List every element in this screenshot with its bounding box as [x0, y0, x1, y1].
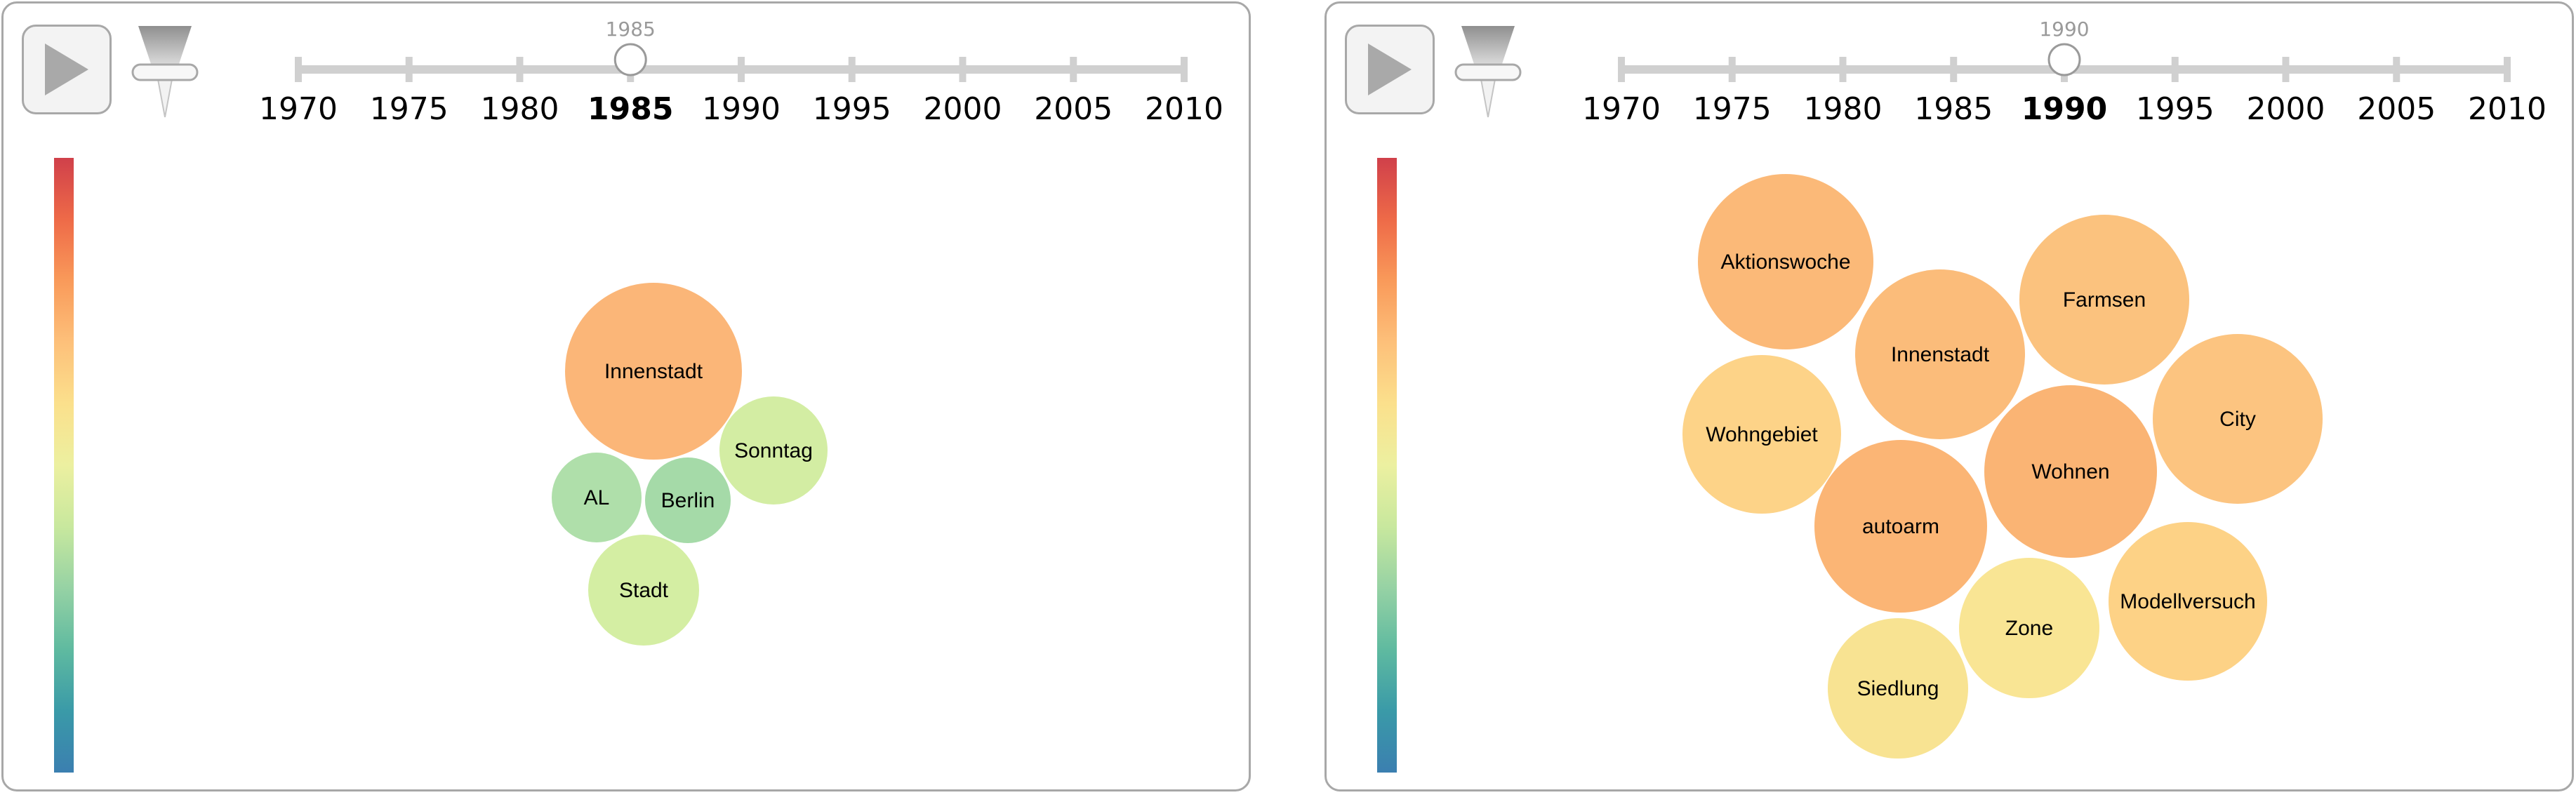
timeline-year-label[interactable]: 1975	[370, 91, 449, 127]
timeline-year-label[interactable]: 1990	[2021, 91, 2107, 127]
pin-icon[interactable]	[1453, 25, 1523, 123]
bubble-circle[interactable]	[552, 453, 642, 542]
bubble-label: Innenstadt	[604, 360, 703, 383]
bubble-panel-1990: 1970 1975 1980 1985 1990 1995 2000 2005 2010 199…	[1324, 1, 2574, 791]
bubble-aktionswoche[interactable]: Aktionswoche	[1698, 174, 1873, 349]
bubble-siedlung[interactable]: Siedlung	[1828, 618, 1968, 759]
bubble-label: Wohngebiet	[1706, 423, 1818, 446]
bubble-label: Stadt	[619, 579, 669, 602]
timeline-year-label[interactable]: 1995	[813, 91, 891, 127]
bubble-farmsen[interactable]: Farmsen	[2019, 215, 2189, 385]
bubble-circle[interactable]	[2109, 522, 2267, 681]
bubble-label: autoarm	[1862, 515, 1939, 538]
timeline-year-label[interactable]: 2010	[2468, 91, 2547, 127]
bubble-label: Sonntag	[734, 439, 813, 462]
bubble-al[interactable]: AL	[552, 453, 642, 542]
bubble-label: Farmsen	[2063, 288, 2146, 312]
bubble-label: Wohnen	[2031, 460, 2109, 483]
bubble-circle[interactable]	[2019, 215, 2189, 385]
bubble-circle[interactable]	[1984, 385, 2157, 558]
bubble-label: AL	[584, 486, 610, 509]
bubble-wohngebiet[interactable]: Wohngebiet	[1682, 355, 1841, 514]
bubble-stadt[interactable]: Stadt	[588, 535, 699, 646]
timeline-year-label[interactable]: 1970	[259, 91, 338, 127]
timeline-thumb-caption: 1985	[606, 18, 656, 41]
bubble-chart: Innenstadt Sonntag AL Berlin Stadt	[552, 283, 828, 646]
bubble-circle[interactable]	[2153, 334, 2323, 504]
bubble-wohnen[interactable]: Wohnen	[1984, 385, 2157, 558]
timeline-year-label[interactable]: 1980	[481, 91, 559, 127]
play-button[interactable]	[1345, 25, 1435, 114]
pin-icon[interactable]	[130, 25, 200, 123]
bubble-innenstadt[interactable]: Innenstadt	[1855, 269, 2025, 439]
timeline-year-label[interactable]: 1995	[2136, 91, 2215, 127]
play-button[interactable]	[22, 25, 112, 114]
bubble-circle[interactable]	[1682, 355, 1841, 514]
bubble-label: Modellversuch	[2120, 590, 2255, 613]
bubble-circle[interactable]	[1814, 440, 1987, 613]
bubble-label: Berlin	[661, 489, 715, 512]
bubble-label: Aktionswoche	[1720, 250, 1850, 274]
bubble-label: Innenstadt	[1891, 343, 1990, 366]
timeline-year-label[interactable]: 1970	[1582, 91, 1661, 127]
bubble-circle[interactable]	[1698, 174, 1873, 349]
timeline-slider-thumb[interactable]: 1985	[606, 18, 656, 76]
bubble-circle[interactable]	[1959, 558, 2099, 698]
color-legend: 1211109.08.07.06.05.04.03.02.01.00.0	[54, 158, 74, 773]
bubble-sonntag[interactable]: Sonntag	[719, 396, 828, 505]
timeline-year-label[interactable]: 2005	[2357, 91, 2436, 127]
timeline-thumb-handle[interactable]	[2047, 43, 2081, 76]
bubble-berlin[interactable]: Berlin	[645, 457, 731, 543]
bubble-modellversuch[interactable]: Modellversuch	[2109, 522, 2267, 681]
year-timeline[interactable]: 1970 1975 1980 1985 1990 1995 2000 2005 2010 199…	[1327, 4, 2574, 144]
bubble-autoarm[interactable]: autoarm	[1814, 440, 1987, 613]
timeline-year-labels: 1970 1975 1980 1985 1990 1995 2000 2005 2010	[1582, 91, 2547, 127]
bubble-circle[interactable]	[1828, 618, 1968, 759]
play-icon	[1368, 44, 1412, 95]
bubble-panel-1985: 1970 1975 1980 1985 1990 1995 2000 2005 2010 198…	[1, 1, 1251, 791]
timeline-year-label[interactable]: 1985	[587, 91, 673, 127]
play-icon	[45, 44, 88, 95]
timeline-year-label[interactable]: 1980	[1804, 91, 1883, 127]
bubble-label: Zone	[2005, 617, 2053, 640]
bubble-circle[interactable]	[1855, 269, 2025, 439]
timeline-year-label[interactable]: 2000	[924, 91, 1002, 127]
timeline-thumb-handle[interactable]	[613, 43, 647, 76]
bubble-city[interactable]: City	[2153, 334, 2323, 504]
timeline-year-label[interactable]: 1990	[702, 91, 781, 127]
color-legend: 1211109.08.07.06.05.04.03.02.01.00.0	[1377, 158, 1397, 773]
bubble-innenstadt[interactable]: Innenstadt	[565, 283, 742, 460]
timeline-year-label[interactable]: 1975	[1693, 91, 1772, 127]
bubble-chart: Aktionswoche Farmsen Innenstadt City Wohngeb…	[1682, 174, 2323, 759]
timeline-year-labels: 1970 1975 1980 1985 1990 1995 2000 2005 2010	[259, 91, 1223, 127]
color-legend-bar	[54, 158, 74, 773]
timeline-year-label[interactable]: 2010	[1145, 91, 1223, 127]
timeline-slider-thumb[interactable]: 1990	[2039, 18, 2090, 76]
bubble-label: Siedlung	[1857, 677, 1939, 700]
bubble-circle[interactable]	[588, 535, 699, 646]
timeline-year-label[interactable]: 2005	[1034, 91, 1113, 127]
bubble-zone[interactable]: Zone	[1959, 558, 2099, 698]
timeline-year-label[interactable]: 2000	[2247, 91, 2325, 127]
timeline-thumb-caption: 1990	[2039, 18, 2089, 41]
timeline-year-label[interactable]: 1985	[1914, 91, 1993, 127]
bubble-circle[interactable]	[645, 457, 731, 543]
bubble-label: City	[2219, 408, 2256, 431]
bubble-circle[interactable]	[565, 283, 742, 460]
bubble-circle[interactable]	[719, 396, 828, 505]
year-timeline[interactable]: 1970 1975 1980 1985 1990 1995 2000 2005 2010 198…	[4, 4, 1251, 144]
color-legend-bar	[1377, 158, 1397, 773]
